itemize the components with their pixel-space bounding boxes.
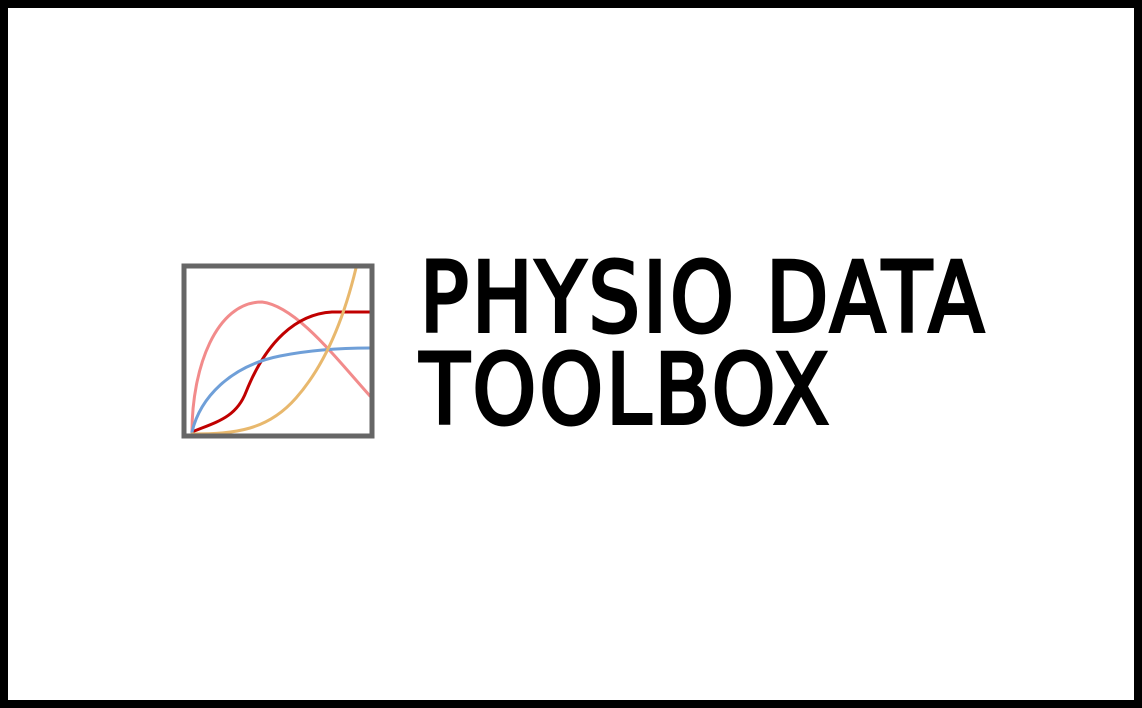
orange-curve	[190, 266, 358, 436]
line-chart-icon	[176, 258, 382, 448]
red-curve	[190, 310, 372, 434]
logo-frame	[181, 263, 375, 439]
title-line-2: TOOLBOX	[418, 334, 833, 446]
app-title: PHYSIO DATA TOOLBOX	[418, 242, 988, 446]
blue-curve	[190, 346, 372, 434]
pink-curve	[190, 300, 372, 434]
title-line-1: PHYSIO DATA	[418, 242, 988, 354]
